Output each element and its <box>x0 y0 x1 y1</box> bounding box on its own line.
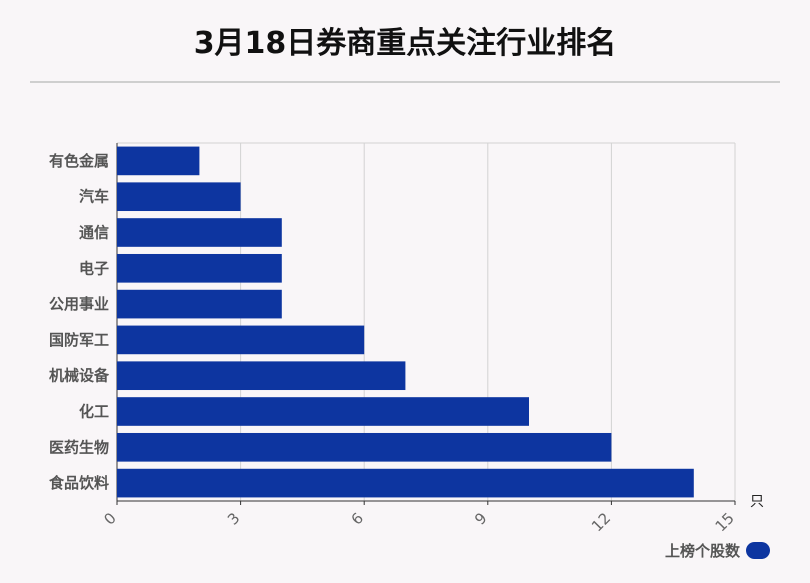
x-tick-label: 6 <box>348 509 367 528</box>
category-label: 国防军工 <box>49 331 109 349</box>
bar-layer <box>117 146 694 498</box>
bar <box>117 253 282 283</box>
x-tick-label: 0 <box>100 509 119 528</box>
legend-swatch <box>746 542 770 559</box>
category-label: 食品饮料 <box>49 474 109 492</box>
category-label: 电子 <box>79 259 109 277</box>
x-tick-layer: 0 3 6 9 12 15 <box>100 501 738 535</box>
x-tick-label: 15 <box>712 509 738 535</box>
category-label: 医药生物 <box>49 438 109 456</box>
x-tick-label: 9 <box>471 509 490 528</box>
title-divider <box>30 81 780 83</box>
bar <box>117 146 200 176</box>
bar <box>117 218 282 247</box>
category-label: 通信 <box>79 224 109 242</box>
legend: 上榜个股数 <box>665 540 770 561</box>
bar <box>117 289 282 319</box>
category-label: 公用事业 <box>49 295 109 313</box>
x-tick-label: 12 <box>588 509 614 535</box>
category-label: 汽车 <box>79 188 109 206</box>
bar <box>117 182 241 212</box>
category-label: 化工 <box>79 403 109 421</box>
category-label: 有色金属 <box>49 152 109 170</box>
bar <box>117 361 406 391</box>
category-label: 机械设备 <box>49 367 110 385</box>
x-tick-label: 3 <box>224 509 243 528</box>
legend-label: 上榜个股数 <box>664 542 740 560</box>
bar <box>117 432 612 462</box>
chart-title: 3月18日券商重点关注行业排名 <box>193 26 617 61</box>
x-unit-label: 只 <box>750 494 764 510</box>
bar <box>117 325 365 355</box>
bar <box>117 397 529 426</box>
bar <box>117 468 694 498</box>
